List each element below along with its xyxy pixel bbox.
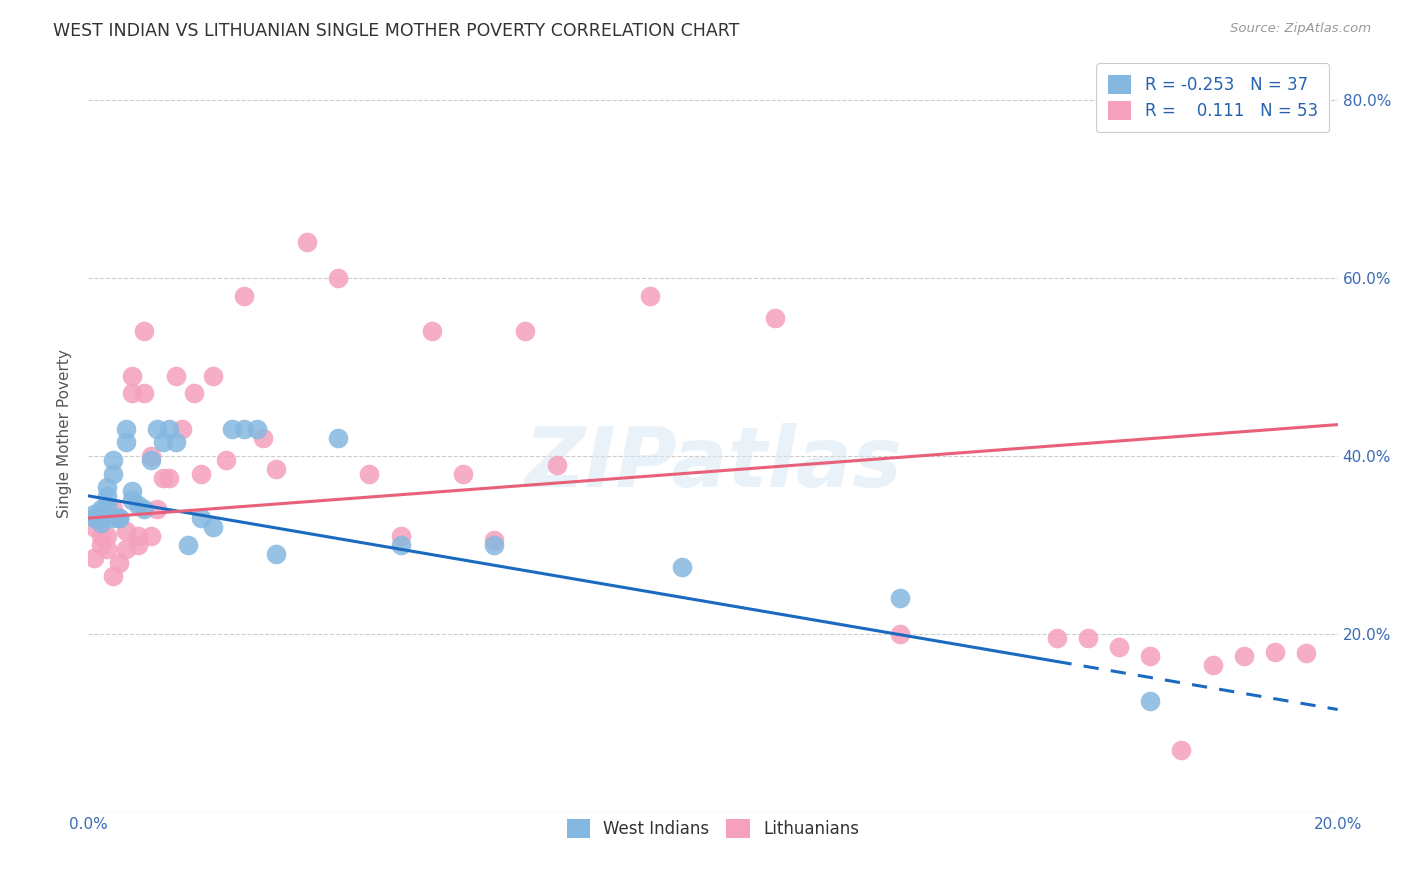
Point [1170,742,1192,756]
Point [170,422,193,436]
Point [1077,632,1099,646]
Point [139,529,162,543]
Point [177,538,200,552]
Point [108,511,131,525]
Point [127,498,149,512]
Point [90,538,112,552]
Point [157,422,180,436]
Point [101,569,124,583]
Point [96,529,118,543]
Point [96,489,118,503]
Point [389,538,412,552]
Point [1202,657,1225,672]
Point [1108,640,1130,655]
Point [114,524,136,539]
Text: Source: ZipAtlas.com: Source: ZipAtlas.com [1230,22,1371,36]
Point [90,516,112,530]
Point [146,502,169,516]
Point [127,538,149,552]
Point [546,458,568,472]
Text: ZIPatlas: ZIPatlas [524,424,901,504]
Point [139,449,162,463]
Point [202,520,225,534]
Point [121,386,143,401]
Text: WEST INDIAN VS LITHUANIAN SINGLE MOTHER POVERTY CORRELATION CHART: WEST INDIAN VS LITHUANIAN SINGLE MOTHER … [53,22,740,40]
Point [114,542,136,557]
Legend: West Indians, Lithuanians: West Indians, Lithuanians [560,813,866,845]
Point [101,467,124,481]
Point [326,270,349,285]
Point [157,471,180,485]
Point [90,529,112,543]
Point [165,435,187,450]
Point [101,511,124,525]
Point [1264,645,1286,659]
Point [1139,693,1161,707]
Point [889,591,911,606]
Point [1139,649,1161,664]
Point [183,386,205,401]
Point [121,493,143,508]
Point [121,484,143,499]
Point [101,502,124,516]
Point [190,511,212,525]
Point [252,431,274,445]
Point [1233,649,1256,664]
Point [264,547,287,561]
Point [152,471,174,485]
Point [295,235,318,249]
Point [108,556,131,570]
Point [108,511,131,525]
Point [152,435,174,450]
Point [101,453,124,467]
Point [83,551,105,566]
Point [389,529,412,543]
Point [359,467,381,481]
Point [221,422,243,436]
Point [139,453,162,467]
Point [146,422,169,436]
Point [190,467,212,481]
Point [96,542,118,557]
Point [127,529,149,543]
Point [233,288,256,302]
Point [214,453,236,467]
Point [889,627,911,641]
Point [90,502,112,516]
Point [326,431,349,445]
Point [484,533,506,548]
Point [264,462,287,476]
Y-axis label: Single Mother Poverty: Single Mother Poverty [58,349,72,518]
Point [134,324,156,338]
Point [484,538,506,552]
Point [640,288,662,302]
Point [108,511,131,525]
Point [83,507,105,521]
Point [233,422,256,436]
Point [83,511,105,525]
Point [515,324,537,338]
Point [96,480,118,494]
Point [202,368,225,383]
Point [121,368,143,383]
Point [1295,647,1317,661]
Point [671,560,693,574]
Point [96,498,118,512]
Point [134,502,156,516]
Point [763,310,786,325]
Point [165,368,187,383]
Point [114,435,136,450]
Point [451,467,474,481]
Point [246,422,269,436]
Point [420,324,443,338]
Point [83,520,105,534]
Point [134,386,156,401]
Point [90,511,112,525]
Point [1045,632,1067,646]
Point [114,422,136,436]
